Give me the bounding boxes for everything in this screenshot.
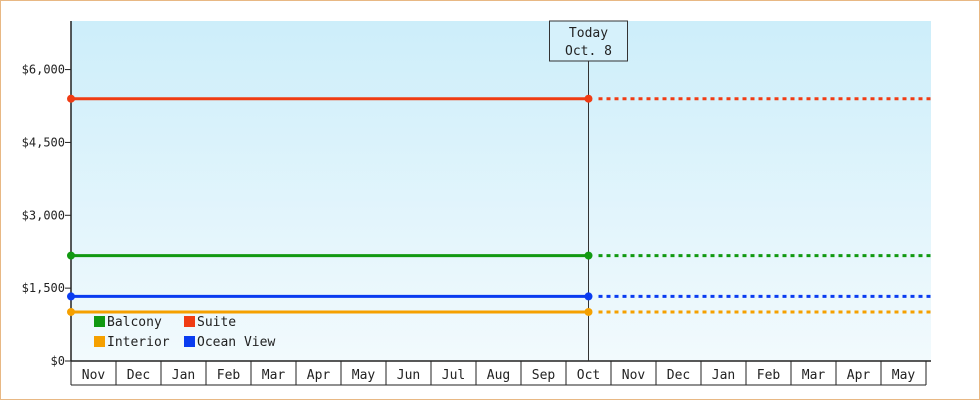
today-date: Oct. 8: [565, 44, 612, 59]
y-tick-label: $1,500: [22, 281, 65, 295]
legend-swatch: [184, 336, 195, 347]
series-point: [584, 292, 593, 301]
x-tick-label: Oct: [577, 368, 600, 383]
x-axis: Nov Dec Jan Feb Mar Apr May Jun Jul Aug Sep Oct Nov D…: [70, 360, 931, 386]
x-tick-label: Nov: [622, 368, 646, 383]
x-tick-label: Dec: [667, 368, 690, 383]
x-tick-label: Nov: [82, 368, 106, 383]
y-tick-label: $0: [51, 354, 65, 368]
y-tick-label: $3,000: [22, 208, 65, 222]
legend-label: Suite: [197, 315, 236, 330]
legend-swatch: [94, 316, 105, 327]
series-point: [584, 94, 593, 103]
series-layer: [67, 94, 931, 316]
x-tick-label: Dec: [127, 368, 150, 383]
y-tick-label: $4,500: [22, 135, 65, 149]
x-tick-label: Jan: [172, 368, 195, 383]
plot-area: [71, 21, 931, 361]
legend: Balcony Suite Interior Ocean View: [94, 315, 275, 350]
series-point: [67, 307, 75, 316]
legend-label: Balcony: [107, 315, 162, 330]
legend-swatch: [184, 316, 195, 327]
x-tick-label: Sep: [532, 368, 556, 383]
today-box: [549, 20, 628, 62]
legend-label: Interior: [107, 335, 170, 350]
x-tick-label: Jul: [442, 368, 465, 383]
x-tick-label: May: [352, 368, 376, 383]
legend-swatch: [94, 336, 105, 347]
x-tick-label: May: [892, 368, 916, 383]
y-axis: $0 $1,500 $3,000 $4,500 $6,000: [22, 21, 72, 368]
x-tick-label: Apr: [847, 368, 871, 383]
series-point: [67, 94, 75, 103]
today-label: Today: [569, 26, 608, 41]
series-point: [67, 251, 75, 260]
y-tick-label: $6,000: [22, 63, 65, 77]
x-tick-label: Feb: [757, 368, 781, 383]
series-point: [67, 292, 75, 301]
x-tick-label: Apr: [307, 368, 331, 383]
x-tick-label: Jan: [712, 368, 735, 383]
x-tick-label: Feb: [217, 368, 241, 383]
x-tick-label: Mar: [262, 368, 286, 383]
series-point: [584, 251, 593, 260]
series-point: [584, 307, 593, 316]
x-tick-label: Mar: [802, 368, 826, 383]
x-tick-label: Aug: [487, 368, 510, 383]
x-tick-label: Jun: [397, 368, 420, 383]
legend-label: Ocean View: [197, 335, 275, 350]
